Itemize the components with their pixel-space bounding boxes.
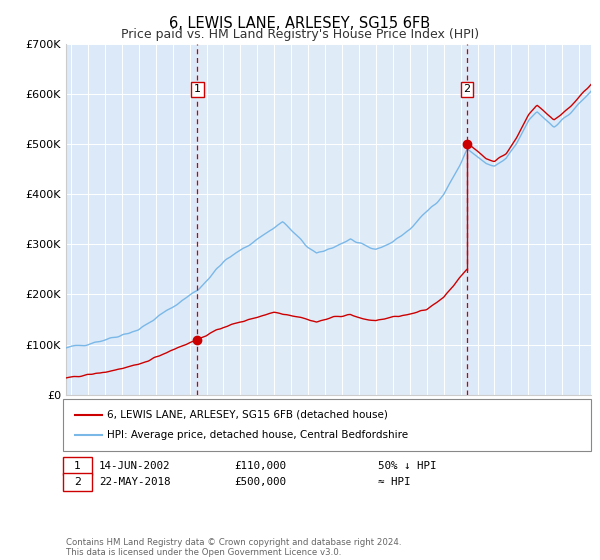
Text: £110,000: £110,000 <box>234 461 286 471</box>
Text: 2: 2 <box>74 477 81 487</box>
Text: 22-MAY-2018: 22-MAY-2018 <box>99 477 170 487</box>
Text: 2: 2 <box>463 85 470 94</box>
Text: ≈ HPI: ≈ HPI <box>378 477 410 487</box>
Text: 50% ↓ HPI: 50% ↓ HPI <box>378 461 437 471</box>
Text: 14-JUN-2002: 14-JUN-2002 <box>99 461 170 471</box>
Text: HPI: Average price, detached house, Central Bedfordshire: HPI: Average price, detached house, Cent… <box>107 430 408 440</box>
Text: Price paid vs. HM Land Registry's House Price Index (HPI): Price paid vs. HM Land Registry's House … <box>121 28 479 41</box>
Text: 6, LEWIS LANE, ARLESEY, SG15 6FB: 6, LEWIS LANE, ARLESEY, SG15 6FB <box>169 16 431 31</box>
Text: 6, LEWIS LANE, ARLESEY, SG15 6FB (detached house): 6, LEWIS LANE, ARLESEY, SG15 6FB (detach… <box>107 410 388 420</box>
Text: 1: 1 <box>194 85 201 94</box>
Text: 1: 1 <box>74 461 81 471</box>
Text: Contains HM Land Registry data © Crown copyright and database right 2024.
This d: Contains HM Land Registry data © Crown c… <box>66 538 401 557</box>
Text: £500,000: £500,000 <box>234 477 286 487</box>
Bar <box>197 44 467 395</box>
